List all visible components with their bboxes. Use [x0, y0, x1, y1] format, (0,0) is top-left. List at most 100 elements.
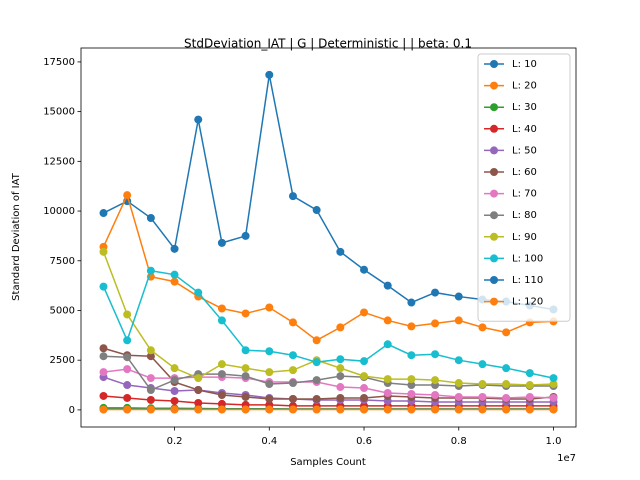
y-tick-label: 12500	[43, 156, 75, 167]
point	[99, 352, 108, 361]
x-tick-label: 0.8	[451, 436, 467, 447]
point	[525, 392, 534, 401]
point	[99, 247, 108, 256]
point	[360, 308, 369, 317]
point	[265, 368, 274, 377]
point	[312, 394, 321, 403]
point	[146, 352, 155, 361]
point	[241, 231, 250, 240]
point	[502, 405, 511, 414]
point	[336, 247, 345, 256]
point	[478, 392, 487, 401]
x-tick-label: 0.6	[356, 436, 372, 447]
point	[146, 405, 155, 414]
point	[99, 405, 108, 414]
point	[194, 386, 203, 395]
point	[525, 381, 534, 390]
point	[146, 374, 155, 383]
point	[336, 323, 345, 332]
point	[454, 292, 463, 301]
point	[454, 405, 463, 414]
point	[431, 319, 440, 328]
point	[431, 288, 440, 297]
point	[312, 358, 321, 367]
point	[288, 318, 297, 327]
point	[146, 214, 155, 223]
point	[241, 405, 250, 414]
point	[170, 364, 179, 373]
point	[360, 405, 369, 414]
point	[407, 298, 416, 307]
point	[360, 384, 369, 393]
point	[502, 393, 511, 402]
x-axis-label: Samples Count	[290, 457, 366, 468]
point	[217, 360, 226, 369]
point	[336, 355, 345, 364]
legend-marker	[490, 211, 498, 220]
legend-label: L: 60	[512, 167, 537, 178]
point	[502, 380, 511, 389]
point	[383, 375, 392, 384]
point	[170, 244, 179, 253]
point	[549, 393, 558, 402]
point	[241, 364, 250, 373]
legend-marker	[490, 103, 498, 112]
point	[170, 376, 179, 385]
legend: L: 10 L: 20 L: 30 L: 40 L: 50 L: 60 L: 70 L: 80…	[477, 53, 571, 322]
point	[241, 309, 250, 318]
point	[146, 346, 155, 355]
point	[123, 381, 132, 390]
point	[288, 192, 297, 201]
point	[360, 265, 369, 274]
series-line	[102, 269, 554, 379]
point	[383, 405, 392, 414]
point	[217, 304, 226, 313]
legend-marker	[490, 124, 498, 133]
point	[146, 395, 155, 404]
point	[99, 282, 108, 291]
point	[265, 405, 274, 414]
point	[478, 405, 487, 414]
point	[265, 70, 274, 79]
point	[312, 336, 321, 345]
point	[336, 364, 345, 373]
point	[312, 206, 321, 215]
point	[194, 405, 203, 414]
legend-label: L: 90	[512, 232, 537, 243]
legend-label: L: 50	[512, 145, 537, 156]
point	[170, 277, 179, 286]
series	[99, 365, 558, 402]
point	[123, 405, 132, 414]
legend-label: L: 80	[512, 210, 537, 221]
point	[336, 405, 345, 414]
point	[407, 375, 416, 384]
point	[123, 336, 132, 345]
x-tick-label: 0.4	[261, 436, 277, 447]
legend-label: L: 100	[512, 253, 543, 264]
point	[241, 372, 250, 381]
point	[194, 115, 203, 124]
point	[407, 405, 416, 414]
point	[502, 364, 511, 373]
point	[99, 209, 108, 218]
point	[525, 405, 534, 414]
point	[217, 316, 226, 325]
point	[123, 310, 132, 319]
point	[383, 340, 392, 349]
point	[431, 390, 440, 399]
legend-marker	[490, 254, 498, 263]
point	[502, 328, 511, 337]
point	[99, 368, 108, 377]
point	[217, 370, 226, 379]
y-axis-label: Standard Deviation of IAT	[11, 172, 22, 301]
point	[241, 392, 250, 401]
legend-box	[477, 53, 571, 322]
point	[170, 405, 179, 414]
point	[431, 350, 440, 359]
point	[288, 351, 297, 360]
point	[383, 388, 392, 397]
legend-marker	[490, 60, 498, 68]
y-tick-label: 5000	[50, 305, 75, 316]
point	[265, 380, 274, 389]
